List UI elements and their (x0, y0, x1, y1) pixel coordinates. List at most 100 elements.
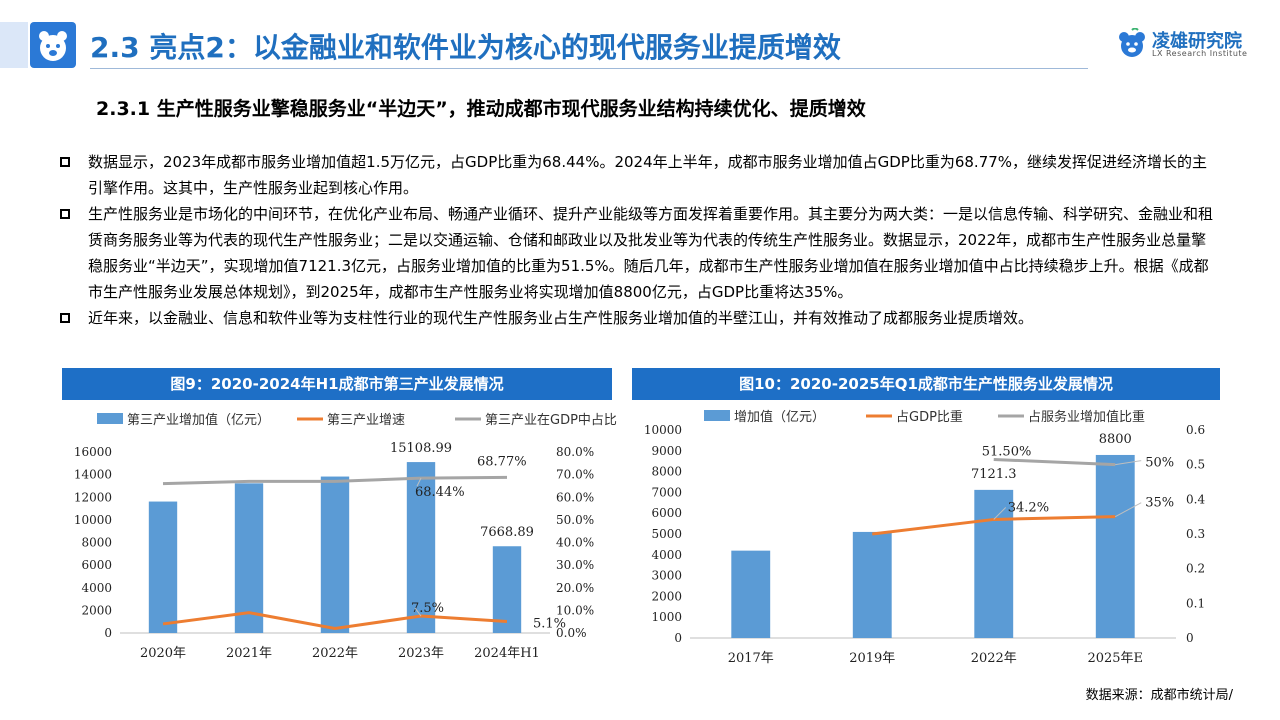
header-accent-stripe (0, 22, 28, 68)
bar (731, 550, 771, 638)
bar (492, 546, 522, 633)
y2-tick-label: 0.1 (1186, 596, 1205, 610)
bullet-item: 近年来，以金融业、信息和软件业等为支柱性行业的现代生产性服务业占生产性服务业增加… (58, 305, 1218, 331)
x-tick-label: 2021年 (226, 646, 272, 661)
label-leader-line (1115, 502, 1142, 518)
bar (406, 462, 436, 633)
data-label: 68.44% (415, 485, 465, 500)
data-label: 7.5% (411, 601, 444, 616)
x-tick-label: 2020年 (140, 646, 186, 661)
y-tick-label: 8000 (81, 536, 112, 550)
data-label: 35% (1145, 496, 1174, 511)
legend-label: 第三产业增速 (327, 413, 405, 428)
x-tick-label: 2024年H1 (474, 646, 540, 661)
chart2: 增加值（亿元） 占GDP比重 占服务业增加值比重 0 1000 2000 3000 4000 5… (644, 409, 1206, 666)
y-tick-label: 6000 (81, 558, 112, 572)
x-tick-label: 2019年 (849, 651, 895, 666)
y-tick-label: 12000 (74, 490, 112, 504)
data-label: 8800 (1099, 432, 1132, 447)
x-tick-label: 2023年 (398, 646, 444, 661)
legend-label: 占服务业增加值比重 (1028, 409, 1145, 425)
bullet-text: 近年来，以金融业、信息和软件业等为支柱性行业的现代生产性服务业占生产性服务业增加… (88, 309, 1034, 327)
y-tick-label: 1000 (651, 610, 682, 624)
bar (320, 476, 350, 633)
legend-swatch-bar (704, 410, 730, 421)
bullet-item: 生产性服务业是市场化的中间环节，在优化产业布局、畅通产业循环、提升产业能级等方面… (58, 201, 1218, 305)
x-tick-label: 2025年E (1087, 651, 1143, 666)
y-tick-label: 2000 (651, 589, 682, 603)
y-tick-label: 5000 (651, 527, 682, 541)
bar (974, 489, 1014, 638)
header-divider (90, 68, 1088, 69)
chart1-title: 图9：2020-2024年H1成都市第三产业发展情况 (62, 368, 612, 400)
data-label: 5.1% (533, 616, 566, 631)
data-label: 50% (1145, 456, 1174, 471)
y2-tick-label: 0.3 (1186, 527, 1205, 541)
y2-tick-label: 0.0% (556, 626, 587, 640)
y2-tick-label: 0.6 (1186, 423, 1205, 437)
x-tick-label: 2022年 (971, 651, 1017, 666)
brand-subtitle: LX Research Institute (1152, 49, 1248, 58)
legend-swatch-bar (97, 413, 123, 424)
label-leader-line (993, 507, 1007, 520)
x-tick-label: 2022年 (312, 646, 358, 661)
y2-tick-label: 0.5 (1186, 458, 1205, 472)
brand-logo: 凌雄研究院 LX Research Institute (1116, 24, 1266, 64)
y2-tick-label: 50.0% (556, 513, 594, 527)
brand-name: 凌雄研究院 (1152, 31, 1242, 52)
y2-tick-label: 30.0% (556, 558, 594, 572)
y2-tick-label: 0.2 (1186, 562, 1205, 576)
legend-label: 第三产业增加值（亿元） (127, 412, 270, 428)
square-bullet-icon (60, 313, 70, 323)
series-line (162, 475, 508, 486)
y-tick-label: 3000 (651, 569, 682, 583)
y2-tick-label: 80.0% (556, 445, 594, 459)
label-leader-line (1115, 460, 1142, 466)
y-tick-label: 14000 (74, 468, 112, 482)
series-line (993, 457, 1116, 467)
source-note: 数据来源：成都市统计局/ (1085, 688, 1233, 703)
y2-tick-label: 70.0% (556, 468, 594, 482)
y2-tick-label: 20.0% (556, 581, 594, 595)
brand-bear-icon (1119, 28, 1145, 57)
bullet-list: 数据显示，2023年成都市服务业增加值超1.5万亿元，占GDP比重为68.44%… (58, 149, 1218, 331)
legend-label: 占GDP比重 (896, 409, 963, 425)
y2-tick-label: 10.0% (556, 603, 594, 617)
legend-label: 增加值（亿元） (734, 409, 825, 425)
y2-tick-label: 60.0% (556, 490, 594, 504)
chart1: 第三产业增加值（亿元） 第三产业增速 第三产业在GDP中占比 0 2000 4000 600… (74, 412, 617, 661)
x-tick-label: 2017年 (728, 651, 774, 666)
data-label: 51.50% (982, 444, 1032, 459)
label-leader-line (414, 607, 422, 617)
y-tick-label: 4000 (81, 581, 112, 595)
header-bear-logo-icon (30, 22, 76, 68)
bullet-item: 数据显示，2023年成都市服务业增加值超1.5万亿元，占GDP比重为68.44%… (58, 149, 1218, 201)
y-tick-label: 16000 (74, 445, 112, 459)
y-tick-label: 4000 (651, 548, 682, 562)
y-tick-label: 9000 (651, 444, 682, 458)
y-tick-label: 6000 (651, 506, 682, 520)
data-label: 7121.3 (971, 467, 1017, 482)
y-tick-label: 2000 (81, 603, 112, 617)
bar (852, 531, 892, 638)
square-bullet-icon (60, 157, 70, 167)
bullet-text: 数据显示，2023年成都市服务业增加值超1.5万亿元，占GDP比重为68.44%… (88, 153, 1208, 197)
y-tick-label: 7000 (651, 485, 682, 499)
chart2-title: 图10：2020-2025年Q1成都市生产性服务业发展情况 (632, 368, 1220, 400)
square-bullet-icon (60, 209, 70, 219)
y-tick-label: 10000 (644, 423, 682, 437)
y-tick-label: 0 (104, 626, 112, 640)
y2-tick-label: 40.0% (556, 536, 594, 550)
data-label: 15108.99 (390, 441, 452, 456)
data-label: 34.2% (1008, 500, 1049, 515)
bar (148, 501, 178, 633)
data-label: 7668.89 (480, 525, 534, 540)
y2-tick-label: 0.4 (1186, 492, 1205, 506)
section-subtitle: 2.3.1 生产性服务业擎稳服务业“半边天”，推动成都市现代服务业结构持续优化、… (96, 98, 866, 120)
legend-label: 第三产业在GDP中占比 (485, 413, 617, 428)
y-tick-label: 0 (674, 631, 682, 645)
bar (234, 483, 264, 633)
label-leader-line (416, 477, 422, 487)
data-label: 68.77% (477, 454, 527, 469)
y-tick-label: 10000 (74, 513, 112, 527)
